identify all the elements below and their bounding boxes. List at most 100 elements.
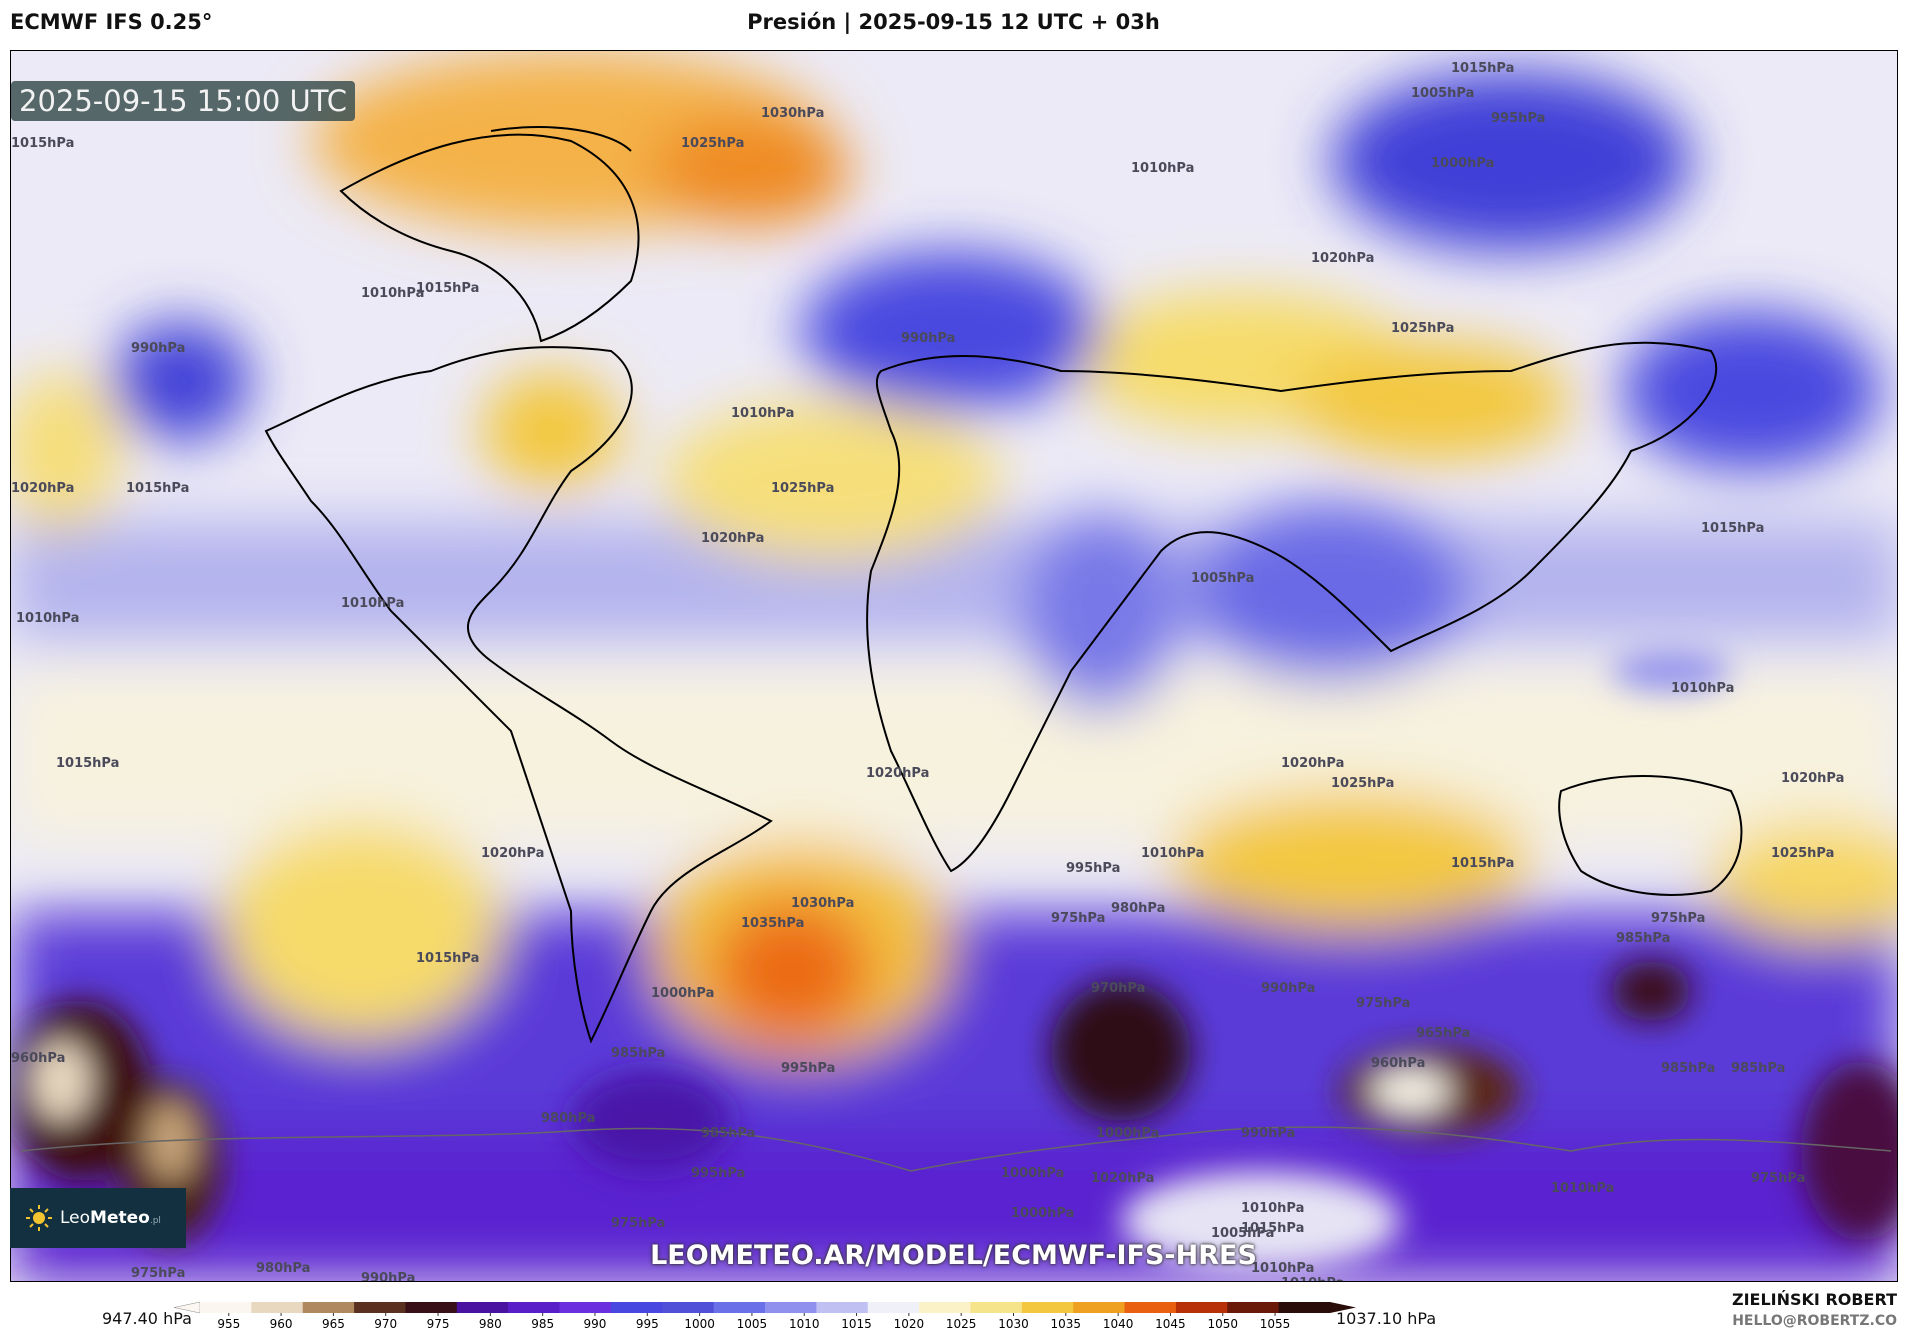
isobar-label: 1025hPa bbox=[1391, 321, 1455, 336]
isobar-label: 985hPa bbox=[611, 1046, 666, 1061]
colorbar-segment bbox=[610, 1302, 663, 1313]
isobar-label: 1010hPa bbox=[1551, 1181, 1615, 1196]
isobar-label: 1010hPa bbox=[1281, 1276, 1344, 1281]
isobar-label: 1025hPa bbox=[771, 481, 835, 496]
isobar-label: 1005hPa bbox=[1191, 571, 1255, 586]
isobar-label: 960hPa bbox=[1371, 1056, 1426, 1071]
isobar-label: 985hPa bbox=[1731, 1061, 1786, 1076]
coastlines bbox=[20, 126, 1892, 1172]
isobar-label: 1015hPa bbox=[126, 481, 190, 496]
isobar-label: 990hPa bbox=[1261, 981, 1316, 996]
isobar-label: 1015hPa bbox=[416, 951, 480, 966]
isobar-label: 975hPa bbox=[611, 1216, 666, 1231]
isobar-label: 1000hPa bbox=[1096, 1126, 1160, 1141]
colorbar-tick-label: 980 bbox=[479, 1317, 502, 1331]
colorbar-segment bbox=[1278, 1302, 1331, 1313]
colorbar-segment bbox=[713, 1302, 766, 1313]
isobar-label: 980hPa bbox=[256, 1261, 311, 1276]
isobar-label: 965hPa bbox=[1416, 1026, 1471, 1041]
isobar-label: 980hPa bbox=[541, 1111, 596, 1126]
isobar-label: 1015hPa bbox=[1701, 521, 1765, 536]
isobar-label: 985hPa bbox=[1616, 931, 1671, 946]
sun-icon bbox=[26, 1205, 52, 1231]
colorbar-tick-label: 955 bbox=[217, 1317, 240, 1331]
isobar-label: 1010hPa bbox=[361, 286, 425, 301]
isobar-label: 1020hPa bbox=[1281, 756, 1345, 771]
isobar-label: 1020hPa bbox=[1311, 251, 1375, 266]
isobar-label: 1025hPa bbox=[1331, 776, 1395, 791]
colorbar-segment bbox=[919, 1302, 971, 1313]
colorbar-segment bbox=[405, 1302, 458, 1313]
isobar-label: 995hPa bbox=[691, 1166, 746, 1181]
isobar-label: 1005hPa bbox=[1211, 1226, 1275, 1241]
colorbar-segment bbox=[456, 1302, 509, 1313]
colorbar-segment bbox=[559, 1302, 612, 1313]
isobar-label: 995hPa bbox=[1491, 111, 1546, 126]
colorbar-segment bbox=[251, 1302, 304, 1313]
isobar-label: 1010hPa bbox=[1241, 1201, 1305, 1216]
model-url-watermark: LEOMETEO.AR/MODEL/ECMWF-IFS-HRES bbox=[650, 1240, 1257, 1271]
colorbar-extend-low bbox=[173, 1301, 201, 1314]
isobar-label: 980hPa bbox=[1111, 901, 1166, 916]
isobar-label: 960hPa bbox=[11, 1051, 66, 1066]
isobar-label: 975hPa bbox=[1356, 996, 1411, 1011]
colorbar-tick-label: 1010 bbox=[789, 1317, 820, 1331]
colorbar-tick-label: 1005 bbox=[737, 1317, 768, 1331]
colorbar-extend-high bbox=[1330, 1302, 1356, 1313]
colorbar-tick-label: 995 bbox=[636, 1317, 659, 1331]
isobar-label: 1020hPa bbox=[11, 481, 75, 496]
colorbar-segment bbox=[970, 1302, 1023, 1313]
leometeo-logo[interactable]: LeoMeteo.pl bbox=[10, 1188, 186, 1248]
colorbar-tick-label: 1000 bbox=[684, 1317, 715, 1331]
colorbar-tick-label: 970 bbox=[374, 1317, 397, 1331]
isobar-label: 1015hPa bbox=[1451, 61, 1515, 76]
colorbar-tick-label: 1050 bbox=[1207, 1317, 1238, 1331]
timestamp-badge: 2025-09-15 15:00 UTC bbox=[11, 81, 356, 121]
author-name: ZIELIŃSKI ROBERT bbox=[1731, 1290, 1897, 1309]
isobar-label: 1020hPa bbox=[701, 531, 765, 546]
isobar-label: 1000hPa bbox=[1011, 1206, 1075, 1221]
colorbar-segment bbox=[200, 1302, 252, 1313]
colorbar-tick-label: 975 bbox=[427, 1317, 450, 1331]
isobar-label: 1010hPa bbox=[341, 596, 405, 611]
model-name: ECMWF IFS 0.25° bbox=[10, 10, 213, 34]
colorbar-tick-label: 1025 bbox=[946, 1317, 977, 1331]
isobar-label: 1000hPa bbox=[1001, 1166, 1065, 1181]
colorbar-segment bbox=[765, 1302, 817, 1313]
colorbar-tick-label: 1055 bbox=[1260, 1317, 1291, 1331]
colorbar-segment bbox=[1021, 1302, 1074, 1313]
pressure-field bbox=[11, 51, 1897, 1281]
isobar-label: 1020hPa bbox=[866, 766, 930, 781]
pressure-map[interactable]: 2025-09-15 15:00 UTC 1015hPa 1005hPa 995… bbox=[10, 50, 1898, 1282]
isobar-label: 1020hPa bbox=[1781, 771, 1845, 786]
isobar-label: 1025hPa bbox=[681, 136, 745, 151]
colorbar-max-label: 1037.10 hPa bbox=[1336, 1309, 1437, 1328]
isobar-label: 1005hPa bbox=[1411, 86, 1475, 101]
isobar-label: 1010hPa bbox=[731, 406, 795, 421]
isobar-label: 990hPa bbox=[131, 341, 186, 356]
colorbar: 947.40 hPa 955 960 965 970 975 980 985 990 995 10… bbox=[0, 1298, 1907, 1338]
isobar-label: 975hPa bbox=[1751, 1171, 1806, 1186]
colorbar-segment bbox=[1175, 1302, 1228, 1313]
colorbar-tick-label: 960 bbox=[270, 1317, 293, 1331]
colorbar-segment bbox=[1124, 1302, 1177, 1313]
colorbar-min-label: 947.40 hPa bbox=[102, 1309, 192, 1328]
isobar-label: 1015hPa bbox=[1241, 1221, 1305, 1236]
colorbar-segment bbox=[1227, 1302, 1280, 1313]
isobar-label: 1010hPa bbox=[1141, 846, 1205, 861]
isobar-label: 995hPa bbox=[1066, 861, 1121, 876]
isobar-label: 1010hPa bbox=[16, 611, 80, 626]
isobar-label: 1015hPa bbox=[1451, 856, 1515, 871]
colorbar-segment bbox=[302, 1302, 355, 1313]
isobar-label: 1030hPa bbox=[761, 106, 825, 121]
isobar-label: 1020hPa bbox=[1091, 1171, 1155, 1186]
isobar-label: 975hPa bbox=[1651, 911, 1706, 926]
isobar-label: 995hPa bbox=[781, 1061, 836, 1076]
isobar-label: 985hPa bbox=[701, 1126, 756, 1141]
isobar-label: 1025hPa bbox=[1771, 846, 1835, 861]
isobar-label: 1015hPa bbox=[416, 281, 480, 296]
isobar-label: 975hPa bbox=[131, 1266, 186, 1281]
colorbar-segment bbox=[867, 1302, 920, 1313]
isobar-label: 1000hPa bbox=[651, 986, 715, 1001]
author-email[interactable]: HELLO@ROBERTZ.CO bbox=[1732, 1313, 1897, 1329]
